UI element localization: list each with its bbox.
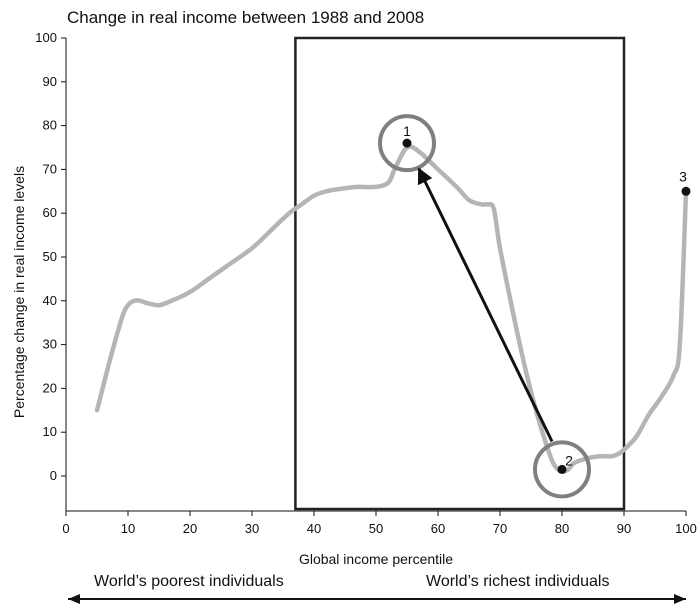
- y-axis: 0 10 20 30 40 50 60 70 80 90 100: [35, 30, 67, 512]
- x-tick-label: 0: [62, 521, 69, 536]
- x-tick-label: 30: [245, 521, 259, 536]
- y-tick-label: 0: [50, 468, 57, 483]
- arrow-2-to-1: [417, 167, 554, 443]
- point-3-dot: [681, 186, 691, 196]
- y-tick-label: 100: [35, 30, 57, 45]
- x-axis-title: Global income percentile: [299, 551, 453, 567]
- x-tick-label: 70: [493, 521, 507, 536]
- y-tick-label: 20: [43, 380, 57, 395]
- y-tick-label: 80: [43, 118, 57, 133]
- x-tick-label: 100: [675, 521, 697, 536]
- x-tick-label: 20: [183, 521, 197, 536]
- point-2-circle: [533, 440, 591, 499]
- series-line: [94, 144, 689, 474]
- chart-title: Change in real income between 1988 and 2…: [67, 8, 424, 27]
- point-1-label: 1: [403, 123, 411, 139]
- y-tick-label: 60: [43, 205, 57, 220]
- x-tick-label: 50: [369, 521, 383, 536]
- richest-label: World’s richest individuals: [426, 573, 609, 590]
- y-tick-label: 70: [43, 161, 57, 176]
- point-3-label: 3: [679, 168, 687, 184]
- point-2-dot: [557, 464, 567, 474]
- plot-area: 1 2 3: [94, 36, 691, 511]
- poorest-label: World’s poorest individuals: [94, 573, 284, 590]
- y-tick-label: 10: [43, 424, 57, 439]
- y-tick-label: 40: [43, 293, 57, 308]
- point-1-circle: [378, 114, 436, 173]
- y-axis-title: Percentage change in real income levels: [11, 166, 27, 418]
- y-tick-label: 50: [43, 249, 57, 264]
- x-tick-label: 80: [555, 521, 569, 536]
- x-tick-label: 90: [617, 521, 631, 536]
- y-tick-label: 30: [43, 337, 57, 352]
- x-tick-label: 10: [121, 521, 135, 536]
- highlight-box: [294, 36, 626, 511]
- point-2-label: 2: [565, 452, 573, 468]
- x-tick-label: 60: [431, 521, 445, 536]
- point-1-dot: [402, 138, 412, 148]
- y-tick-label: 90: [43, 74, 57, 89]
- x-axis: 0 10 20 30 40 50 60 70 80 90 100: [62, 510, 697, 536]
- x-tick-label: 40: [307, 521, 321, 536]
